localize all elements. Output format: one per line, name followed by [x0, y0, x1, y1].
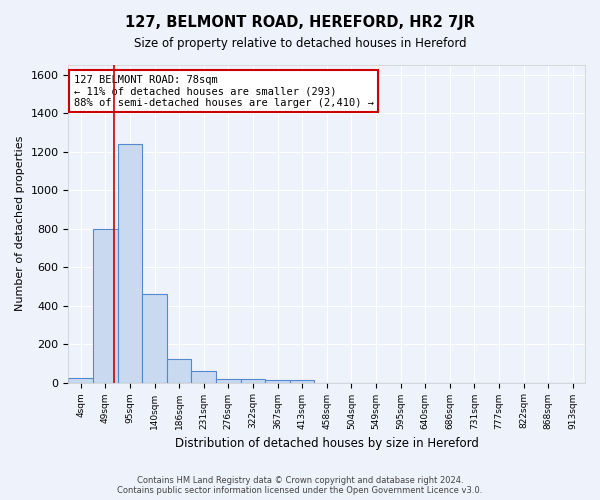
Text: 127 BELMONT ROAD: 78sqm
← 11% of detached houses are smaller (293)
88% of semi-d: 127 BELMONT ROAD: 78sqm ← 11% of detache…: [74, 74, 374, 108]
Bar: [265, 380, 290, 382]
X-axis label: Distribution of detached houses by size in Hereford: Distribution of detached houses by size …: [175, 437, 479, 450]
Bar: [290, 380, 314, 382]
Bar: [216, 378, 241, 382]
Bar: [191, 371, 216, 382]
Bar: [241, 378, 265, 382]
Text: 127, BELMONT ROAD, HEREFORD, HR2 7JR: 127, BELMONT ROAD, HEREFORD, HR2 7JR: [125, 15, 475, 30]
Bar: [68, 378, 93, 382]
Y-axis label: Number of detached properties: Number of detached properties: [15, 136, 25, 312]
Text: Size of property relative to detached houses in Hereford: Size of property relative to detached ho…: [134, 38, 466, 51]
Bar: [93, 228, 118, 382]
Bar: [118, 144, 142, 382]
Text: Contains HM Land Registry data © Crown copyright and database right 2024.
Contai: Contains HM Land Registry data © Crown c…: [118, 476, 482, 495]
Bar: [167, 358, 191, 382]
Bar: [142, 294, 167, 382]
